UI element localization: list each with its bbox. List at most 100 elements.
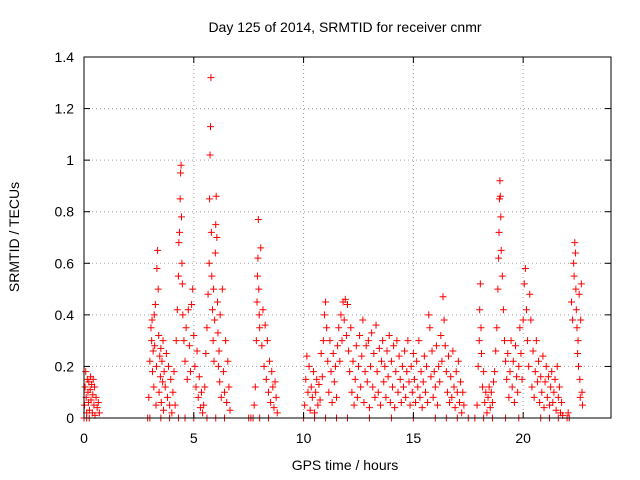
data-point xyxy=(211,316,219,324)
data-point xyxy=(426,324,434,332)
data-point xyxy=(179,311,187,319)
data-point xyxy=(425,311,433,319)
data-point xyxy=(254,254,262,262)
data-point xyxy=(271,378,279,386)
data-point xyxy=(520,280,528,288)
data-point xyxy=(447,373,455,381)
data-point xyxy=(437,331,445,339)
x-tick-label: 0 xyxy=(80,430,88,446)
data-point xyxy=(192,383,200,391)
data-point xyxy=(169,388,177,396)
data-point xyxy=(496,177,504,185)
data-point xyxy=(157,399,165,407)
y-tick-label: 0 xyxy=(66,410,74,426)
data-point xyxy=(146,357,154,365)
data-point xyxy=(326,337,334,345)
data-point xyxy=(342,331,350,339)
data-point xyxy=(570,259,578,267)
data-point xyxy=(405,378,413,386)
data-point xyxy=(576,375,584,383)
data-point xyxy=(331,362,339,370)
data-point xyxy=(163,393,171,401)
data-point xyxy=(329,350,337,358)
data-point xyxy=(412,399,420,407)
data-point xyxy=(511,342,519,350)
data-point xyxy=(154,246,162,254)
data-point xyxy=(543,393,551,401)
data-point xyxy=(210,357,218,365)
data-point xyxy=(199,409,207,417)
data-point xyxy=(575,290,583,298)
data-point xyxy=(490,378,498,386)
data-point xyxy=(305,362,313,370)
data-point xyxy=(345,347,353,355)
data-point xyxy=(330,378,338,386)
x-tick-label: 20 xyxy=(515,430,531,446)
data-point xyxy=(387,357,395,365)
data-point xyxy=(439,293,447,301)
data-point xyxy=(170,368,178,376)
data-point xyxy=(417,368,425,376)
data-point xyxy=(338,337,346,345)
data-point xyxy=(493,324,501,332)
data-point xyxy=(496,192,504,200)
data-point xyxy=(558,399,566,407)
y-tick-label: 0.8 xyxy=(55,204,75,220)
data-point xyxy=(264,388,272,396)
data-point xyxy=(491,368,499,376)
data-point xyxy=(253,298,261,306)
data-point xyxy=(177,169,185,177)
data-point xyxy=(214,329,222,337)
y-tick-label: 0.2 xyxy=(55,358,75,374)
data-point xyxy=(487,388,495,396)
grid-lines xyxy=(84,57,611,418)
data-point xyxy=(359,316,367,324)
data-point xyxy=(430,368,438,376)
data-point xyxy=(431,383,439,391)
data-point xyxy=(94,399,102,407)
data-point xyxy=(349,357,357,365)
data-point xyxy=(372,321,380,329)
data-point xyxy=(202,350,210,358)
data-point xyxy=(208,306,216,314)
data-point xyxy=(375,344,383,352)
data-point xyxy=(180,337,188,345)
data-point xyxy=(485,383,493,391)
data-point xyxy=(314,401,322,409)
data-point xyxy=(499,306,507,314)
data-point xyxy=(185,342,193,350)
data-point xyxy=(306,406,314,414)
data-point xyxy=(189,285,197,293)
data-point xyxy=(574,337,582,345)
data-point xyxy=(537,373,545,381)
data-point xyxy=(82,368,90,376)
y-tick-label: 1 xyxy=(66,152,74,168)
data-point xyxy=(526,290,534,298)
data-point xyxy=(544,373,552,381)
data-point xyxy=(182,324,190,332)
data-point xyxy=(540,404,548,412)
data-point xyxy=(363,378,371,386)
data-point xyxy=(365,404,373,412)
data-point xyxy=(508,383,516,391)
data-point xyxy=(178,280,186,288)
data-point xyxy=(436,378,444,386)
data-point xyxy=(528,383,536,391)
data-point xyxy=(386,399,394,407)
data-point xyxy=(263,337,271,345)
data-point xyxy=(173,306,181,314)
data-point xyxy=(337,311,345,319)
data-point xyxy=(531,368,539,376)
data-point xyxy=(398,362,406,370)
data-point xyxy=(548,368,556,376)
data-point xyxy=(309,368,317,376)
data-point xyxy=(325,388,333,396)
data-point xyxy=(396,375,404,383)
data-point xyxy=(268,368,276,376)
data-point xyxy=(486,404,494,412)
data-point xyxy=(175,239,183,247)
data-point xyxy=(495,228,503,236)
data-point xyxy=(459,388,467,396)
data-point xyxy=(574,350,582,358)
data-point xyxy=(539,352,547,360)
